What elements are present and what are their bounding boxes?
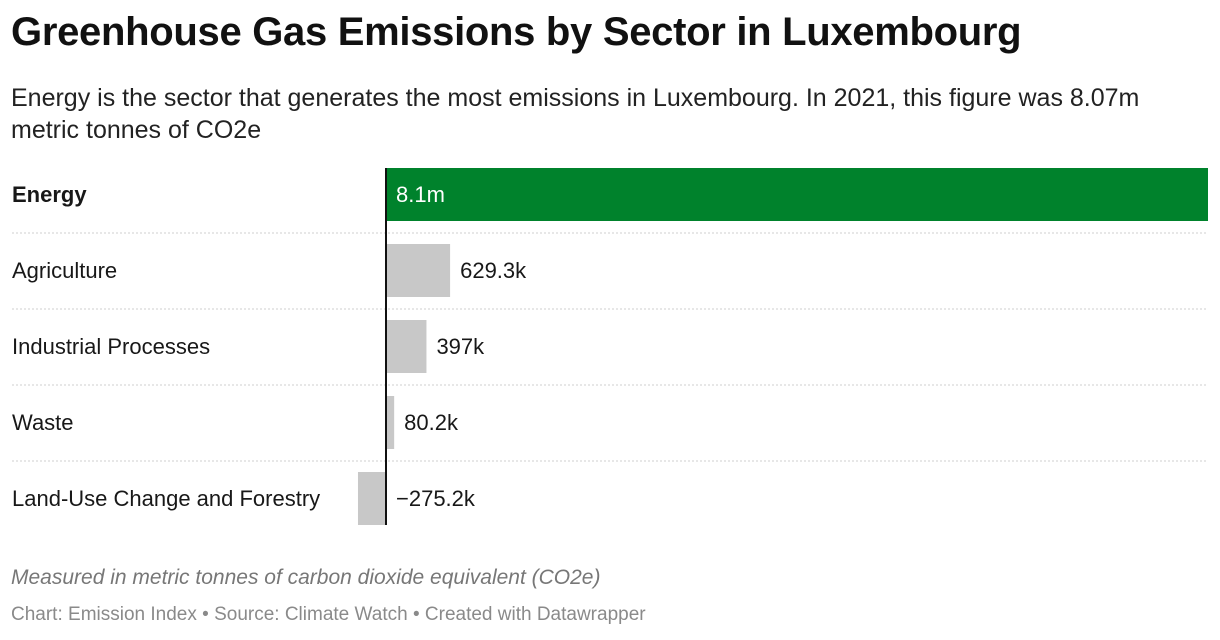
bar [386, 244, 451, 297]
category-label: Energy [12, 182, 87, 207]
value-label: 629.3k [460, 258, 527, 283]
category-label: Industrial Processes [12, 334, 210, 359]
footer-created-with: Created with Datawrapper [424, 604, 646, 625]
bar [386, 320, 427, 373]
category-label: Agriculture [12, 258, 117, 283]
bar [386, 396, 395, 449]
category-label: Waste [12, 410, 74, 435]
bar [357, 472, 386, 525]
value-label: 8.1m [396, 182, 445, 207]
value-label: −275.2k [396, 486, 476, 511]
category-label: Land-Use Change and Forestry [12, 486, 320, 511]
footer-source: Source: Climate Watch [214, 604, 408, 625]
footer-chart-credit: Chart: Emission Index [11, 604, 197, 625]
value-label: 80.2k [404, 410, 459, 435]
chart-footer: Chart: Emission Index • Source: Climate … [11, 604, 646, 626]
chart-subtitle: Energy is the sector that generates the … [11, 84, 1140, 144]
bar-chart: Energy 8.1m Agriculture 629.3k Industrial Pr… [12, 168, 1208, 525]
chart-title: Greenhouse Gas Emissions by Sector in Lu… [11, 10, 1022, 54]
bar [386, 168, 1208, 221]
chart-notes: Measured in metric tonnes of carbon diox… [11, 566, 601, 589]
footer-separator: • [407, 604, 425, 625]
value-label: 397k [436, 334, 485, 359]
footer-separator: • [196, 604, 215, 625]
